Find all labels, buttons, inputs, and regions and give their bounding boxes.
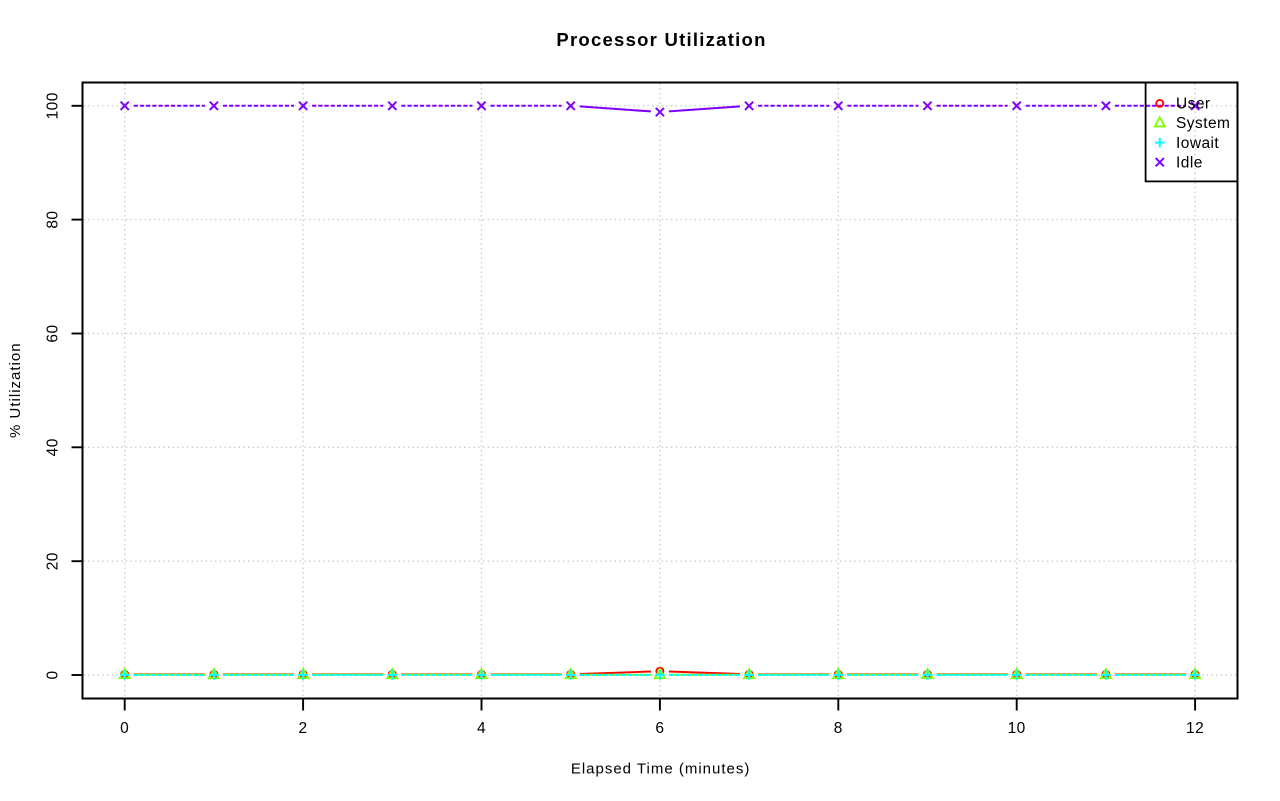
svg-text:0: 0 [45, 670, 62, 679]
svg-text:20: 20 [45, 552, 62, 570]
svg-text:User: User [1176, 96, 1211, 113]
svg-text:% Utilization: % Utilization [7, 342, 24, 438]
svg-text:Elapsed Time (minutes): Elapsed Time (minutes) [571, 760, 751, 777]
svg-text:80: 80 [45, 211, 62, 229]
svg-text:12: 12 [1186, 720, 1204, 737]
svg-text:Processor Utilization: Processor Utilization [556, 29, 766, 50]
svg-text:2: 2 [299, 720, 308, 737]
svg-text:10: 10 [1008, 720, 1026, 737]
svg-text:60: 60 [45, 324, 62, 342]
svg-text:4: 4 [477, 720, 486, 737]
svg-text:40: 40 [45, 438, 62, 456]
svg-text:8: 8 [834, 720, 843, 737]
svg-text:6: 6 [655, 720, 664, 737]
svg-text:System: System [1176, 115, 1230, 132]
svg-text:Idle: Idle [1176, 154, 1203, 171]
svg-text:Iowait: Iowait [1176, 135, 1219, 152]
svg-text:100: 100 [45, 92, 62, 119]
svg-text:0: 0 [120, 720, 129, 737]
